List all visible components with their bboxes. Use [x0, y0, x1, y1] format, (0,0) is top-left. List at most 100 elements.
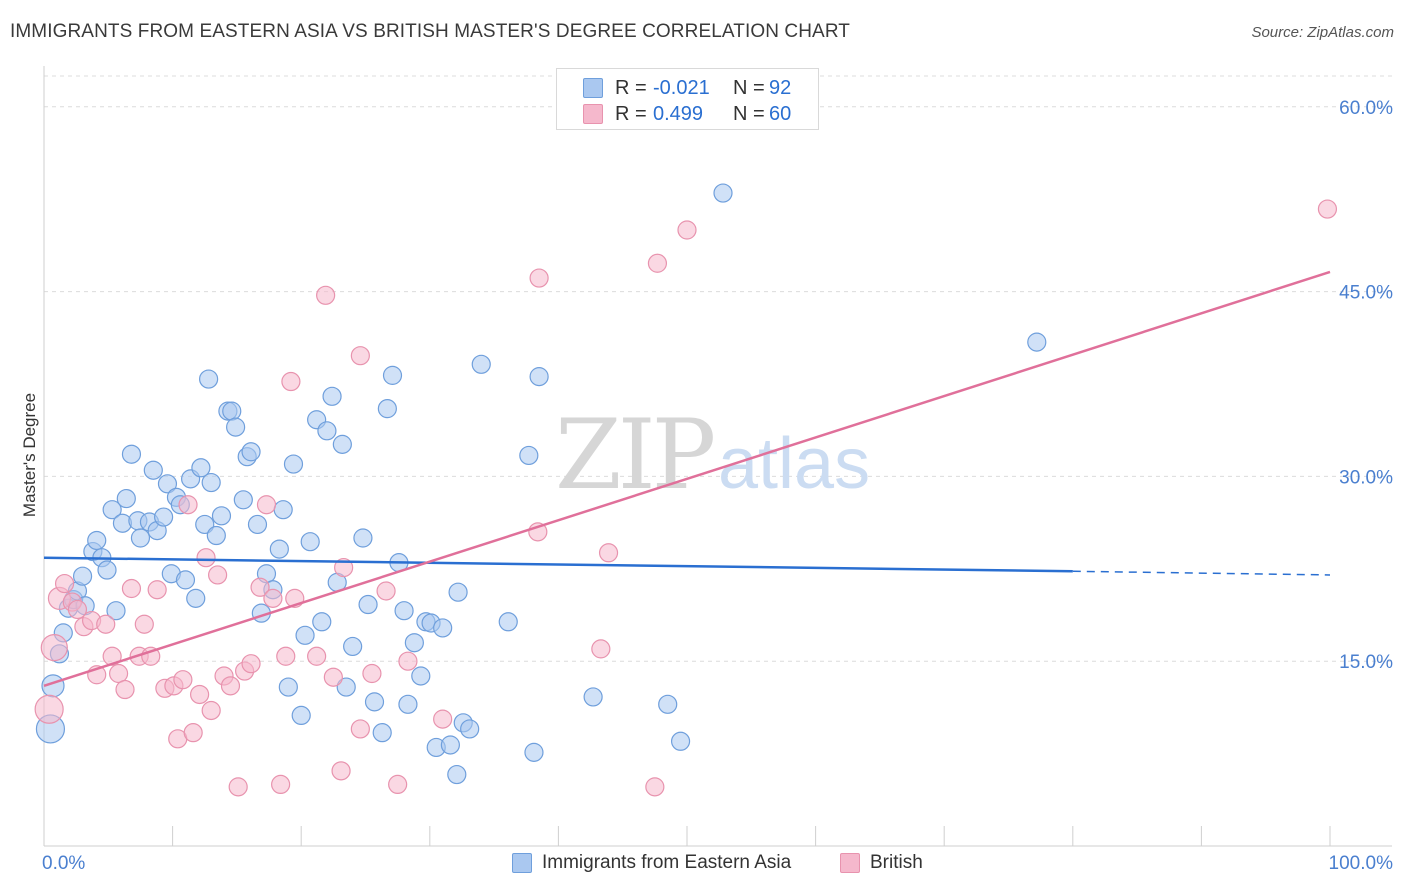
eastern-asia-point	[460, 719, 480, 739]
british-point	[190, 684, 210, 705]
eastern-asia-point	[300, 532, 320, 552]
eastern-asia-point	[226, 417, 246, 437]
british-point	[350, 346, 370, 366]
eastern-asia-point	[358, 594, 378, 615]
eastern-asia-point	[524, 742, 544, 762]
eastern-asia-point	[247, 514, 268, 535]
eastern-asia-point	[121, 444, 142, 464]
source-label: Source: ZipAtlas.com	[1251, 24, 1394, 41]
british-point	[281, 371, 301, 392]
data-points	[34, 183, 1338, 797]
eastern-asia-point	[116, 488, 136, 509]
stats-swatch-blue	[583, 78, 603, 98]
watermark-atlas: atlas	[718, 424, 870, 504]
legend-swatch-pink	[840, 853, 860, 873]
legend: Immigrants from Eastern Asia British	[0, 852, 1406, 878]
british-point	[121, 578, 142, 599]
eastern-asia-point	[87, 530, 107, 551]
eastern-asia-point	[471, 354, 491, 374]
eastern-asia-point	[529, 367, 549, 387]
eastern-asia-point	[153, 507, 174, 527]
eastern-asia-point	[336, 677, 356, 697]
n-value: 92	[769, 77, 792, 99]
british-point	[178, 495, 198, 515]
british-point	[241, 654, 261, 674]
british-trendline	[43, 270, 1331, 688]
eastern-asia-point	[278, 677, 298, 697]
eastern-asia-point	[372, 723, 392, 743]
british-point	[362, 663, 382, 684]
eastern-asia-point	[201, 472, 221, 493]
british-point	[591, 639, 611, 659]
british-point	[220, 676, 241, 696]
x-tick-label-left: 0.0%	[42, 853, 85, 874]
eastern-asia-point	[364, 692, 385, 712]
british-point	[398, 651, 418, 671]
y-tick-label: 15.0%	[1339, 652, 1393, 673]
british-point	[316, 285, 336, 305]
legend-item-eastern-asia[interactable]: Immigrants from Eastern Asia	[512, 852, 791, 874]
eastern-asia-point	[233, 490, 253, 510]
y-axis-label: Master's Degree	[20, 393, 39, 517]
british-point	[54, 573, 75, 594]
eastern-asia-point	[143, 460, 163, 480]
british-point	[331, 761, 351, 781]
legend-item-british[interactable]: British	[840, 852, 923, 874]
eastern-asia-trendline-extension	[1072, 570, 1331, 576]
eastern-asia-point	[404, 633, 424, 653]
eastern-asia-point	[130, 528, 151, 548]
eastern-asia-point	[72, 566, 93, 586]
stats-row-pink: R = 0.499 N = 60	[557, 100, 818, 128]
british-point	[173, 670, 193, 690]
axes: 15.0% 30.0% 45.0% 60.0%	[43, 66, 1393, 847]
british-point	[388, 774, 408, 795]
eastern-asia-point	[670, 731, 691, 751]
eastern-asia-point	[102, 500, 122, 520]
eastern-asia-point	[269, 539, 289, 559]
n-label: N =	[733, 77, 765, 99]
x-tick-label-right: 100.0%	[1329, 853, 1394, 874]
y-tick-label: 60.0%	[1339, 98, 1393, 119]
eastern-asia-point	[241, 442, 261, 462]
eastern-asia-point	[206, 525, 226, 546]
y-tick-label: 45.0%	[1339, 283, 1393, 304]
british-point	[67, 599, 88, 620]
eastern-asia-point	[186, 588, 206, 608]
y-tick-label: 30.0%	[1339, 467, 1393, 488]
british-point	[250, 577, 270, 597]
eastern-asia-point	[658, 694, 678, 714]
british-point	[271, 774, 291, 795]
eastern-asia-point	[157, 474, 178, 494]
british-point	[647, 253, 668, 273]
eastern-asia-point	[377, 399, 397, 419]
r-value: 0.499	[653, 103, 704, 125]
eastern-asia-point	[97, 560, 117, 580]
eastern-asia-point	[291, 705, 311, 726]
british-point	[645, 777, 665, 797]
eastern-asia-point	[332, 434, 352, 454]
british-point	[256, 495, 277, 515]
stats-row-blue: R = -0.021 N = 92	[557, 74, 818, 102]
eastern-asia-point	[519, 445, 539, 466]
trend-lines	[43, 270, 1331, 688]
eastern-asia-point	[191, 458, 211, 478]
eastern-asia-point	[175, 570, 196, 590]
eastern-asia-point	[583, 687, 603, 707]
stats-swatch-pink	[583, 104, 603, 124]
british-point	[196, 548, 216, 568]
british-point	[208, 565, 228, 585]
british-point	[1317, 199, 1338, 219]
british-point	[102, 646, 122, 666]
n-value: 60	[769, 103, 792, 125]
r-label: R =	[615, 103, 647, 125]
eastern-asia-point	[448, 582, 468, 602]
british-point	[263, 588, 283, 608]
british-point	[376, 581, 396, 601]
eastern-asia-point	[295, 625, 315, 645]
eastern-asia-point	[211, 506, 232, 526]
n-label: N =	[733, 103, 765, 125]
british-point	[108, 663, 129, 684]
british-point	[334, 557, 354, 578]
british-point	[276, 646, 296, 666]
